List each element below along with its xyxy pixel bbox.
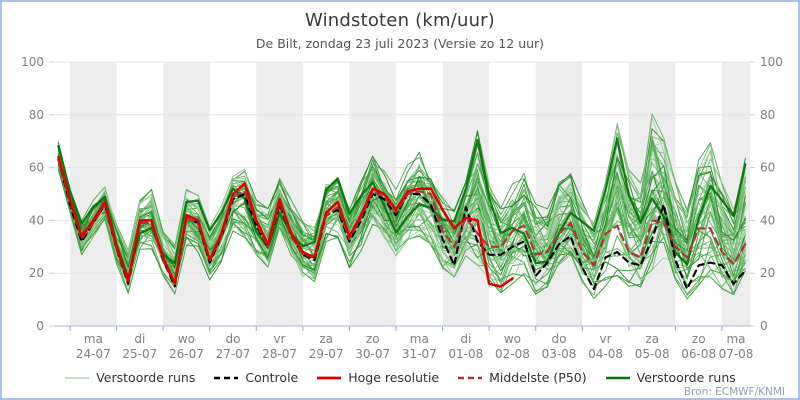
x-axis-day-label: wo	[504, 332, 521, 346]
chart-title: Windstoten (km/uur)	[304, 10, 496, 31]
ensemble-member-line	[57, 146, 746, 273]
x-axis-date-label: 24-07	[76, 347, 111, 361]
x-axis-day-label: do	[226, 332, 241, 346]
legend-item: Hoge resolutie	[316, 370, 439, 385]
x-axis-date-label: 05-08	[635, 347, 670, 361]
ensemble-member-line	[57, 124, 746, 261]
y-axis-label: 60	[29, 161, 44, 175]
x-axis-date-label: 26-07	[169, 347, 204, 361]
x-axis-day-label: vr	[600, 332, 612, 346]
x-axis-day-label: zo	[366, 332, 380, 346]
x-axis-day-label: vr	[274, 332, 286, 346]
ensemble-member-line	[57, 143, 746, 284]
x-axis-day-label: do	[552, 332, 567, 346]
chart-legend: Verstoorde runs Controle Hoge resolutie Mid…	[2, 370, 798, 385]
legend-label: Middelste (P50)	[489, 370, 587, 385]
x-axis-date-label: 30-07	[355, 347, 390, 361]
x-axis-date-label: 03-08	[542, 347, 577, 361]
y-axis-label-right: 60	[760, 161, 775, 175]
legend-item: Middelste (P50)	[457, 370, 587, 385]
x-axis-day-label: za	[645, 332, 659, 346]
ensemble-member-line	[57, 122, 746, 273]
x-axis-day-label: wo	[178, 332, 195, 346]
x-axis-day-label: ma	[84, 332, 103, 346]
day-band	[70, 62, 117, 326]
legend-item: Verstoorde runs	[64, 370, 195, 385]
y-axis-label: 0	[36, 319, 44, 333]
ensemble-member-line	[57, 130, 746, 270]
ensemble-member-line	[57, 148, 746, 287]
ensemble-member-line	[57, 130, 746, 271]
y-axis-label: 100	[21, 55, 44, 69]
source-attribution: Bron: ECMWF/KNMI	[683, 386, 785, 398]
x-axis-day-label: di	[134, 332, 145, 346]
x-axis-date-label: 25-07	[122, 347, 157, 361]
legend-swatch-line	[65, 376, 90, 379]
ensemble-member-line	[57, 158, 746, 273]
x-axis-date-label: 28-07	[262, 347, 297, 361]
legend-label: Verstoorde runs	[636, 370, 736, 385]
legend-item: Verstoorde runs	[605, 370, 736, 385]
x-axis-day-label: di	[460, 332, 471, 346]
x-axis-date-label: 31-07	[402, 347, 437, 361]
ensemble-bold-member-line	[57, 137, 747, 279]
x-axis-day-label: ma	[726, 332, 745, 346]
y-axis-label: 40	[29, 213, 44, 227]
legend-label: Verstoorde runs	[96, 370, 196, 385]
y-axis-label-right: 40	[760, 213, 775, 227]
x-axis-date-label: 07-08	[719, 347, 754, 361]
x-axis-date-label: 06-08	[681, 347, 716, 361]
legend-swatch-line	[317, 376, 342, 379]
x-axis-day-label: zo	[692, 332, 706, 346]
y-axis-label: 20	[29, 266, 44, 280]
y-axis-label-right: 100	[760, 55, 783, 69]
x-axis-date-label: 01-08	[448, 347, 483, 361]
y-axis-label-right: 0	[760, 319, 768, 333]
legend-label: Controle	[245, 370, 299, 385]
x-axis-date-label: 04-08	[588, 347, 623, 361]
chart-subtitle: De Bilt, zondag 23 juli 2023 (Versie zo …	[255, 36, 545, 51]
high-resolution-line	[57, 155, 514, 288]
x-axis-date-label: 02-08	[495, 347, 530, 361]
x-axis-day-label: za	[319, 332, 333, 346]
x-axis-date-label: 29-07	[309, 347, 344, 361]
legend-swatch-line	[605, 376, 630, 379]
legend-swatch-line	[458, 376, 483, 379]
legend-swatch-line	[214, 376, 239, 379]
legend-item: Controle	[213, 370, 298, 385]
x-axis-day-label: ma	[410, 332, 429, 346]
x-axis-date-label: 27-07	[216, 347, 251, 361]
y-axis-label-right: 20	[760, 266, 775, 280]
y-axis-label: 80	[29, 108, 44, 122]
y-axis-label-right: 80	[760, 108, 775, 122]
legend-label: Hoge resolutie	[348, 370, 440, 385]
